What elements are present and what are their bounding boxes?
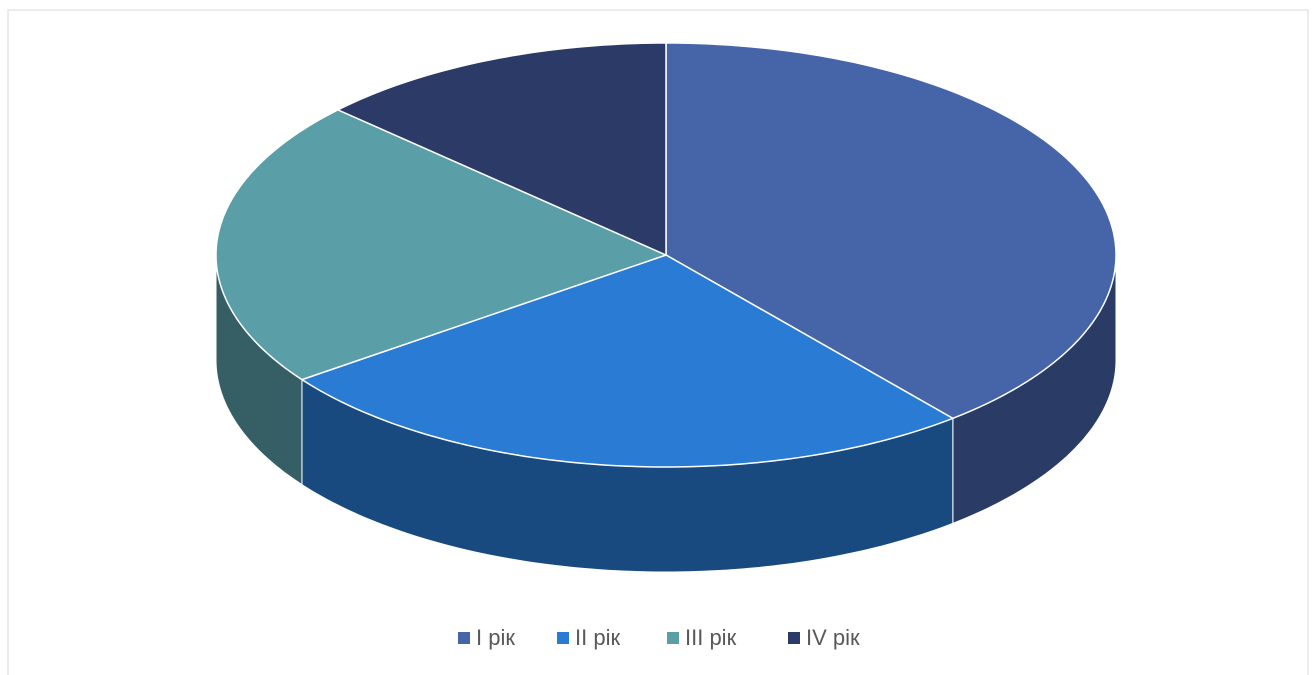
- legend-label: II рік: [575, 625, 620, 650]
- pie-slice: [215, 109, 669, 381]
- legend-label: III рік: [685, 625, 737, 650]
- legend-swatch: [667, 632, 679, 644]
- legend-label: I рік: [476, 625, 515, 650]
- legend: I рік II рік III рік IV рік: [458, 625, 860, 650]
- pie-slice: [665, 42, 1117, 420]
- legend-swatch: [788, 632, 800, 644]
- legend-swatch: [557, 632, 569, 644]
- pie-slice: [336, 42, 667, 257]
- legend-label: IV рік: [806, 625, 860, 650]
- pie-tops: [215, 42, 1117, 468]
- pie-sides: [215, 254, 1117, 573]
- pie-slice: [300, 254, 955, 468]
- legend-swatch: [458, 632, 470, 644]
